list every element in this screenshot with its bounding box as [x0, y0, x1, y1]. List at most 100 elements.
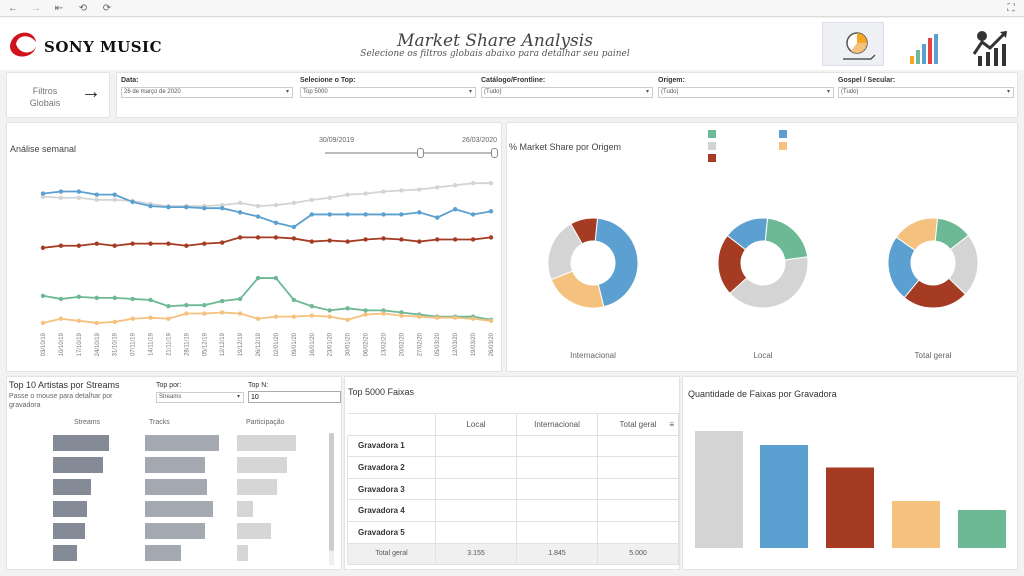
data-point [166, 316, 171, 321]
data-point [399, 188, 404, 193]
x-tick-label: 26/03/20 [489, 332, 495, 356]
filter-dropdown-origem[interactable]: (Tudo) ▾ [658, 87, 834, 98]
filter-dropdown-top[interactable]: Top 5000 ▾ [300, 87, 476, 98]
col-header-local: Local [435, 413, 517, 436]
data-point [309, 313, 314, 318]
scroll-thumb[interactable] [329, 433, 334, 551]
filter-dropdown-data[interactable]: 26 de março de 2020 ▾ [121, 87, 293, 98]
data-point [220, 240, 225, 245]
data-point [327, 238, 332, 243]
artist-bar-tracks[interactable] [145, 545, 182, 561]
col-header-streams: Streams [74, 419, 101, 426]
x-tick-label: 19/03/20 [471, 332, 477, 356]
data-point [40, 194, 46, 199]
table-row[interactable]: Gravadora 3 [347, 477, 679, 501]
artist-bar-part[interactable] [237, 545, 249, 561]
data-point [488, 318, 494, 324]
slider-handle-start[interactable] [417, 148, 424, 158]
data-point [255, 316, 261, 321]
data-point [130, 316, 135, 321]
artist-bar-tracks[interactable] [145, 479, 207, 495]
top-por-value: Streams [159, 394, 182, 400]
table-row[interactable]: Gravadora 5 [347, 520, 679, 544]
artists-scrollbar[interactable] [329, 433, 334, 565]
fullscreen-icon[interactable]: ⛶ [1007, 3, 1015, 14]
data-point [452, 207, 458, 212]
artist-bar-part[interactable] [237, 457, 288, 473]
x-tick-label: 06/02/20 [364, 332, 370, 356]
range-end-label: 26/03/2020 [462, 137, 498, 144]
faixas-gravadora-panel: Quantidade de Faixas por Gravadora [682, 376, 1018, 570]
data-point [327, 308, 332, 313]
artist-bar-streams[interactable] [53, 523, 86, 539]
data-point [488, 180, 494, 186]
artist-bar-tracks[interactable] [145, 435, 220, 451]
data-point [309, 212, 314, 217]
bar [826, 467, 874, 548]
top-por-dropdown[interactable]: Streams ▾ [156, 392, 244, 403]
data-point [363, 312, 368, 317]
data-point [273, 275, 279, 281]
series-line-2 [42, 236, 492, 249]
revert-icon[interactable]: ⟲ [78, 3, 88, 14]
data-point [435, 185, 440, 190]
artist-bar-part[interactable] [237, 501, 254, 517]
artist-bar-streams[interactable] [53, 501, 87, 517]
faixas-gravadora-title: Quantidade de Faixas por Gravadora [688, 389, 837, 399]
table-row[interactable]: Gravadora 4 [347, 499, 679, 522]
data-point [166, 241, 171, 246]
date-range-slider[interactable] [325, 152, 497, 154]
sort-icon[interactable]: ≡ [669, 420, 674, 429]
x-tick-label: 07/11/19 [131, 332, 137, 356]
data-point [417, 239, 422, 244]
bar-chart-nav-icon[interactable] [900, 26, 946, 66]
data-point [58, 189, 64, 194]
data-point [255, 214, 261, 219]
row-label: Gravadora 5 [347, 520, 436, 544]
artist-bar-tracks[interactable] [145, 523, 205, 539]
filter-label-origem: Origem: [658, 77, 685, 84]
artist-bar-part[interactable] [237, 523, 271, 539]
artist-bar-streams[interactable] [53, 479, 91, 495]
artist-bar-part[interactable] [237, 435, 296, 451]
data-point [40, 320, 46, 326]
series-line-3 [42, 277, 492, 321]
table-row[interactable]: Gravadora 1 [347, 434, 679, 458]
filters-bar: Data: 26 de março de 2020 ▾ Selecione o T… [116, 72, 1018, 118]
artist-bar-streams[interactable] [53, 435, 109, 451]
artist-bar-streams[interactable] [53, 457, 103, 473]
back-arrow-icon[interactable]: ← [8, 3, 18, 14]
artist-bar-tracks[interactable] [145, 501, 214, 517]
artist-bar-part[interactable] [237, 479, 277, 495]
filter-dropdown-catalogo[interactable]: (Tudo) ▾ [481, 87, 653, 98]
first-page-icon[interactable]: ⇤ [54, 3, 64, 14]
top-n-input[interactable] [248, 391, 341, 403]
legend-swatch-green [708, 130, 716, 138]
filter-label-catalogo: Catálogo/Frontline: [481, 77, 546, 84]
col-header-total: Total geral ≡ [597, 413, 679, 436]
data-point [399, 237, 404, 242]
x-tick-label: 16/01/20 [310, 332, 316, 356]
artist-bar-streams[interactable] [53, 545, 77, 561]
x-tick-label: 24/10/19 [95, 332, 101, 356]
growth-chart-nav-icon[interactable] [968, 26, 1014, 68]
x-tick-label: 14/11/19 [149, 332, 155, 356]
table-cell [435, 434, 517, 458]
data-point [417, 187, 422, 192]
row-label: Gravadora 1 [347, 434, 436, 458]
donut-label: Internacional [570, 351, 616, 360]
slider-handle-end[interactable] [491, 148, 498, 158]
data-point [237, 210, 243, 215]
artist-bar-tracks[interactable] [145, 457, 205, 473]
filter-dropdown-gospel[interactable]: (Tudo) ▾ [838, 87, 1014, 98]
market-share-nav-icon[interactable] [822, 22, 884, 66]
refresh-icon[interactable]: ⟳ [102, 3, 112, 14]
browser-toolbar: ← → ⇤ ⟲ ⟳ ⛶ [0, 0, 1024, 17]
data-point [255, 235, 261, 240]
legend-swatch-orange [779, 142, 787, 150]
forward-arrow-icon[interactable]: → [31, 3, 41, 14]
data-point [112, 319, 117, 325]
data-point [40, 191, 46, 196]
row-label: Gravadora 2 [347, 456, 436, 479]
table-row[interactable]: Gravadora 2 [347, 456, 679, 479]
